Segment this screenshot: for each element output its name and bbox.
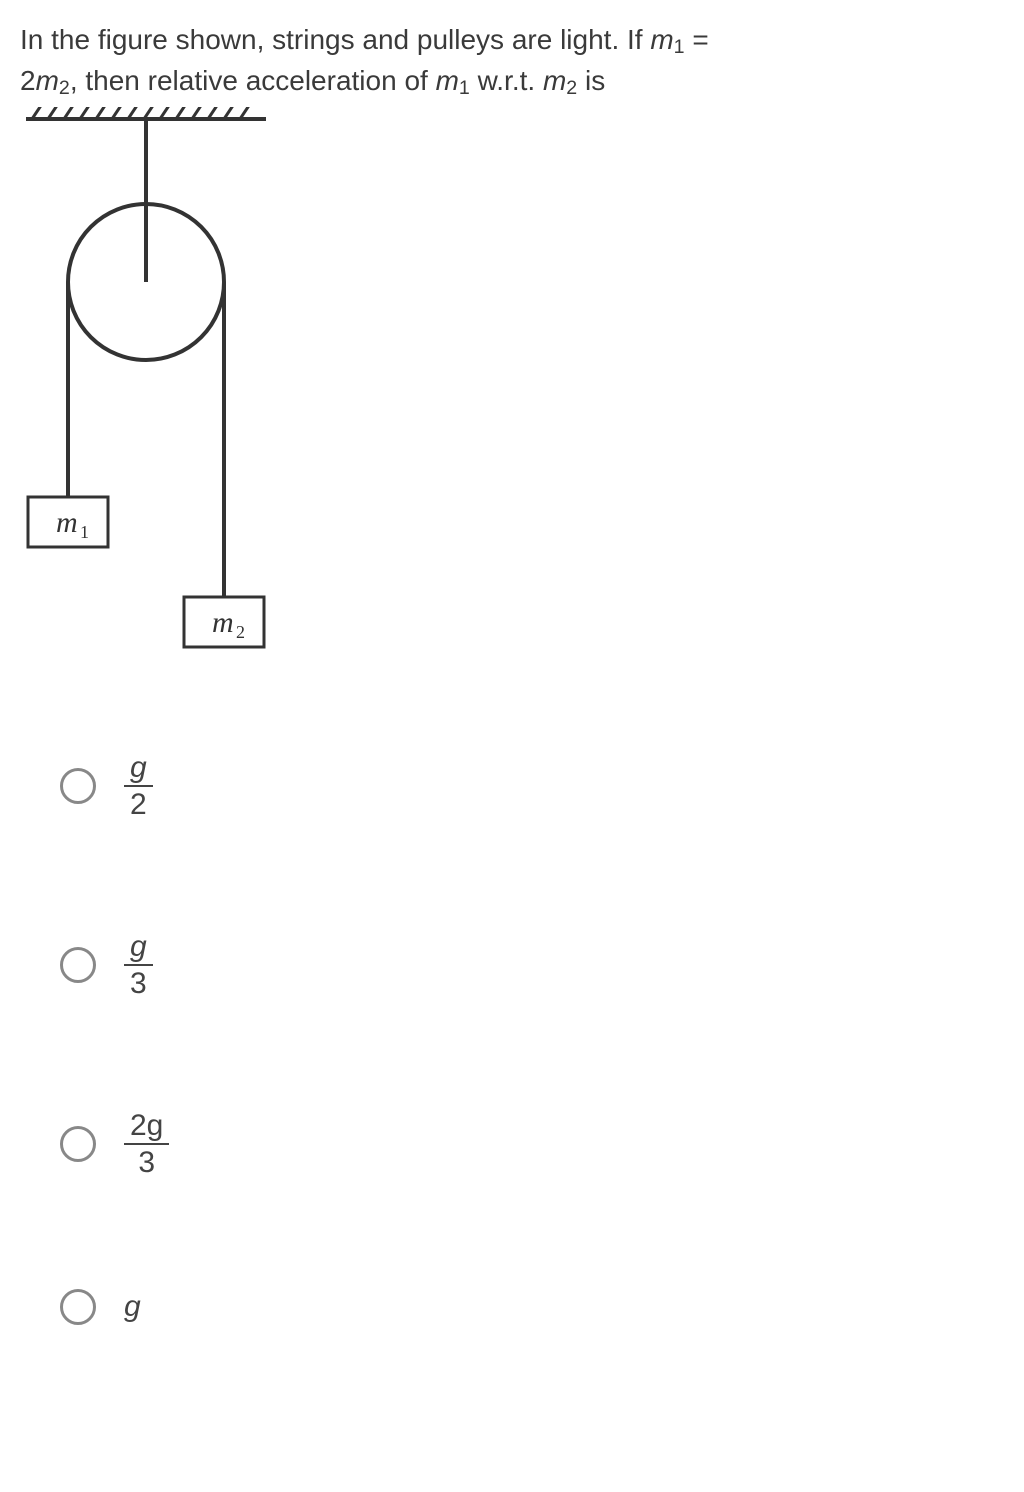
option-d[interactable]: g	[60, 1289, 1004, 1325]
opt-c-den: 3	[138, 1145, 155, 1179]
pulley-figure: m1m2	[16, 107, 1004, 672]
svg-text:1: 1	[80, 522, 89, 542]
radio-d[interactable]	[60, 1289, 96, 1325]
opt-c-num: 2g	[124, 1110, 169, 1146]
options-list: g 2 g 3 2g 3 g	[60, 752, 1004, 1325]
q-m1: m	[650, 24, 673, 55]
option-a-frac: g 2	[124, 752, 153, 821]
option-c-frac: 2g 3	[124, 1110, 169, 1179]
q-line2-mid2: w.r.t.	[470, 65, 543, 96]
q-line1-post: =	[685, 24, 709, 55]
opt-b-den: 3	[130, 966, 147, 1000]
q-m1-sub: 1	[674, 36, 685, 58]
q-m2a: m	[36, 65, 59, 96]
svg-text:2: 2	[236, 622, 245, 642]
q-m1b-sub: 1	[459, 77, 470, 99]
radio-b[interactable]	[60, 947, 96, 983]
q-m2a-sub: 2	[59, 77, 70, 99]
pulley-svg: m1m2	[16, 107, 296, 667]
question-text: In the figure shown, strings and pulleys…	[20, 20, 1004, 103]
option-a[interactable]: g 2	[60, 752, 1004, 821]
opt-b-num: g	[124, 931, 153, 967]
radio-c[interactable]	[60, 1126, 96, 1162]
radio-a[interactable]	[60, 768, 96, 804]
option-b-frac: g 3	[124, 931, 153, 1000]
q-m2b: m	[543, 65, 566, 96]
q-line2-mid: , then relative acceleration of	[70, 65, 436, 96]
svg-text:m: m	[212, 606, 234, 639]
opt-a-den: 2	[130, 787, 147, 821]
opt-d-text: g	[124, 1290, 141, 1324]
q-m1b: m	[436, 65, 459, 96]
opt-a-num: g	[124, 752, 153, 788]
option-b[interactable]: g 3	[60, 931, 1004, 1000]
q-line2-post: is	[577, 65, 605, 96]
q-m2b-sub: 2	[566, 77, 577, 99]
q-line1-pre: In the figure shown, strings and pulleys…	[20, 24, 650, 55]
q-line2-pre: 2	[20, 65, 36, 96]
svg-text:m: m	[56, 506, 78, 539]
option-c[interactable]: 2g 3	[60, 1110, 1004, 1179]
